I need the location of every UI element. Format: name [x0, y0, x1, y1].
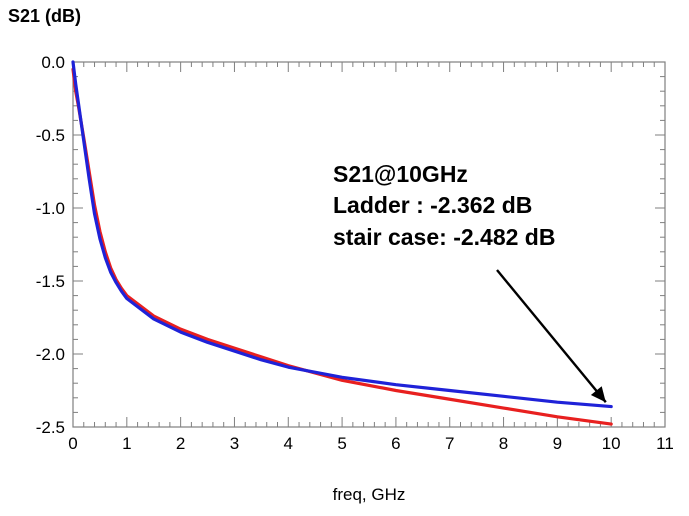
annotation-line-1: S21@10GHz [333, 161, 468, 187]
y-tick-label: -2.0 [36, 345, 65, 364]
annotation-line-3: stair case: -2.482 dB [333, 224, 555, 250]
y-tick-label: -1.5 [36, 272, 65, 291]
x-tick-labels: 0 1 2 3 4 5 6 7 8 9 10 11 [68, 434, 674, 453]
x-tick-label: 1 [122, 434, 131, 453]
annotation-line-2: Ladder : -2.362 dB [333, 192, 532, 218]
y-tick-label: 0.0 [41, 53, 65, 72]
y-tick-label: -1.0 [36, 199, 65, 218]
y-tick-label: -0.5 [36, 126, 65, 145]
arrow-shaft [496, 269, 607, 403]
y-tick-label: -2.5 [36, 418, 65, 437]
y-tick-labels: 0.0 -0.5 -1.0 -1.5 -2.0 -2.5 [36, 53, 65, 437]
plot-frame [72, 61, 666, 428]
x-axis-title: freq, GHz [333, 485, 406, 504]
series-line-2 [71, 60, 613, 409]
y-axis-title: S21 (dB) [8, 6, 81, 26]
annotation: S21@10GHz Ladder : -2.362 dB stair case:… [333, 161, 555, 250]
x-tick-label: 3 [230, 434, 239, 453]
x-tick-label: 4 [284, 434, 293, 453]
x-tick-label: 0 [68, 434, 77, 453]
x-tick-label: 5 [337, 434, 346, 453]
x-tick-label: 11 [656, 434, 674, 453]
annotation-arrow [496, 269, 607, 403]
x-tick-label: 7 [445, 434, 454, 453]
x-tick-label: 9 [553, 434, 562, 453]
axis-ticks [72, 61, 666, 428]
arrow-head [590, 386, 606, 403]
x-tick-label: 6 [391, 434, 400, 453]
x-tick-label: 8 [499, 434, 508, 453]
x-tick-label: 2 [176, 434, 185, 453]
x-tick-label: 10 [602, 434, 621, 453]
series-lines [71, 60, 613, 426]
